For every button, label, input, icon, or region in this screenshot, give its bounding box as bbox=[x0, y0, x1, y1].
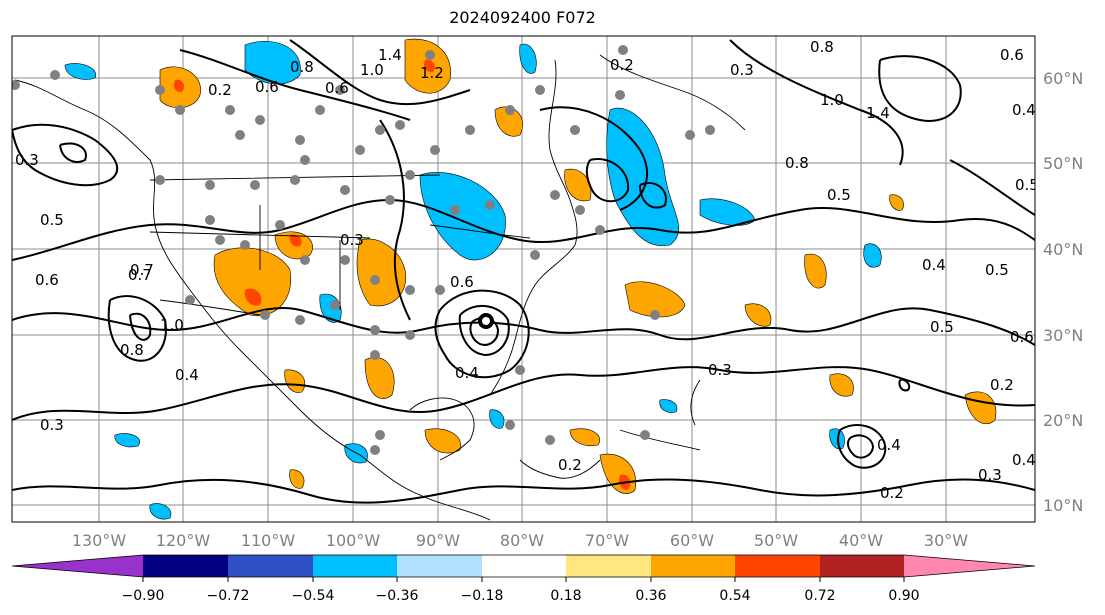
contour-label: 0.4 bbox=[877, 436, 901, 454]
colorbar-extend-high bbox=[904, 555, 1035, 577]
colorbar-ticks bbox=[142, 577, 905, 582]
lon-label: 60°W bbox=[670, 531, 714, 550]
colorbar-segment bbox=[651, 555, 735, 577]
contour-label: 0.3 bbox=[40, 416, 64, 434]
contour-label: 0.6 bbox=[35, 271, 59, 289]
colorbar-tick-label: −0.18 bbox=[461, 588, 504, 604]
contour-label: 0.6 bbox=[1000, 46, 1024, 64]
contour-label: 0.7 bbox=[130, 261, 154, 279]
colorbar-tick-labels: −0.90 −0.72 −0.54 −0.36 −0.18 0.18 0.36 … bbox=[122, 588, 920, 604]
lon-label: 30°W bbox=[924, 531, 968, 550]
contour-label: 0.8 bbox=[810, 38, 834, 56]
colorbar-extend-low bbox=[12, 555, 143, 577]
lon-label: 40°W bbox=[839, 531, 883, 550]
colorbar-tick-label: 0.18 bbox=[550, 588, 581, 604]
contour-label: 1.0 bbox=[820, 91, 844, 109]
contour-labels: 1.4 1.0 1.2 0.6 0.8 0.2 0.6 0.8 1.0 1.4 … bbox=[15, 38, 1039, 502]
storm-center-marker bbox=[478, 313, 494, 329]
contour-label: 1.0 bbox=[360, 61, 384, 79]
lon-label: 110°W bbox=[241, 531, 296, 550]
contour-label: 0.4 bbox=[922, 256, 946, 274]
colorbar-segment bbox=[566, 555, 651, 577]
contour-label: 0.6 bbox=[255, 78, 279, 96]
contour-label: 1.2 bbox=[420, 64, 444, 82]
lat-label: 10°N bbox=[1043, 496, 1083, 515]
lon-label: 130°W bbox=[72, 531, 127, 550]
latitude-labels: 60°N 50°N 40°N 30°N 20°N 10°N bbox=[1043, 69, 1083, 515]
lat-label: 20°N bbox=[1043, 411, 1083, 430]
colorbar-tick-label: −0.72 bbox=[207, 588, 250, 604]
contour-label: 0.2 bbox=[880, 484, 904, 502]
lon-label: 90°W bbox=[416, 531, 460, 550]
contour-label: 0.4 bbox=[175, 366, 199, 384]
contour-label: 0.5 bbox=[827, 186, 851, 204]
lon-label: 100°W bbox=[326, 531, 381, 550]
colorbar-tick-label: −0.36 bbox=[376, 588, 419, 604]
contour-label: 0.2 bbox=[558, 456, 582, 474]
figure-title: 2024092400 F072 bbox=[449, 8, 596, 27]
contour-label: 0.5 bbox=[985, 261, 1009, 279]
colorbar-segment bbox=[143, 555, 228, 577]
graticule bbox=[12, 36, 1035, 522]
colorbar-segment bbox=[820, 555, 904, 577]
lat-label: 40°N bbox=[1043, 240, 1083, 259]
lat-label: 60°N bbox=[1043, 69, 1083, 88]
contour-label: 0.4 bbox=[1012, 451, 1036, 469]
contour-label: 0.8 bbox=[120, 341, 144, 359]
colorbar-tick-label: 0.36 bbox=[635, 588, 666, 604]
contour-label: 0.2 bbox=[610, 56, 634, 74]
contour-label: 0.7 bbox=[128, 266, 152, 284]
colorbar: −0.90 −0.72 −0.54 −0.36 −0.18 0.18 0.36 … bbox=[11, 554, 1036, 604]
colorbar-segment bbox=[313, 555, 397, 577]
contour-label: 1.4 bbox=[866, 104, 890, 122]
contour-label: 0.5 bbox=[930, 318, 954, 336]
strong-positive-anomaly bbox=[173, 59, 631, 490]
contour-label: 1.4 bbox=[378, 46, 402, 64]
contour-label: 0.3 bbox=[15, 151, 39, 169]
colorbar-tick-label: 0.72 bbox=[804, 588, 835, 604]
colorbar-tick-label: 0.90 bbox=[888, 588, 919, 604]
lat-label: 30°N bbox=[1043, 326, 1083, 345]
lon-label: 80°W bbox=[500, 531, 544, 550]
colorbar-segment bbox=[482, 555, 566, 577]
lon-label: 120°W bbox=[156, 531, 211, 550]
contour-label: 0.8 bbox=[785, 154, 809, 172]
colorbar-segment bbox=[397, 555, 482, 577]
contour-label: 0.4 bbox=[455, 364, 479, 382]
contour-label: 0.5 bbox=[1015, 176, 1039, 194]
contour-label: 0.5 bbox=[40, 211, 64, 229]
lon-label: 50°W bbox=[754, 531, 798, 550]
contour-label: 0.3 bbox=[340, 231, 364, 249]
map-frame bbox=[11, 35, 1036, 523]
contour-label: 0.3 bbox=[730, 61, 754, 79]
contour-lines bbox=[12, 39, 1035, 504]
contour-label: 0.2 bbox=[208, 81, 232, 99]
contour-label: 0.2 bbox=[990, 376, 1014, 394]
station-markers bbox=[12, 45, 715, 455]
colorbar-tick-label: 0.54 bbox=[719, 588, 750, 604]
contour-label: 0.6 bbox=[1010, 328, 1034, 346]
contour-label: 0.6 bbox=[325, 79, 349, 97]
longitude-labels: 130°W 120°W 110°W 100°W 90°W 80°W 70°W 6… bbox=[72, 531, 968, 550]
contour-label: 0.3 bbox=[978, 466, 1002, 484]
colorbar-tick-label: −0.90 bbox=[122, 588, 165, 604]
contour-label: 0.3 bbox=[708, 361, 732, 379]
contour-label: 1.0 bbox=[160, 316, 184, 334]
contour-label: 0.6 bbox=[450, 273, 474, 291]
lon-label: 70°W bbox=[585, 531, 629, 550]
colorbar-segment bbox=[228, 555, 313, 577]
contour-label: 0.4 bbox=[1012, 101, 1036, 119]
colorbar-tick-label: −0.54 bbox=[292, 588, 335, 604]
contour-label: 0.8 bbox=[290, 58, 314, 76]
colorbar-segment bbox=[735, 555, 820, 577]
lat-label: 50°N bbox=[1043, 154, 1083, 173]
coastlines bbox=[14, 54, 746, 521]
